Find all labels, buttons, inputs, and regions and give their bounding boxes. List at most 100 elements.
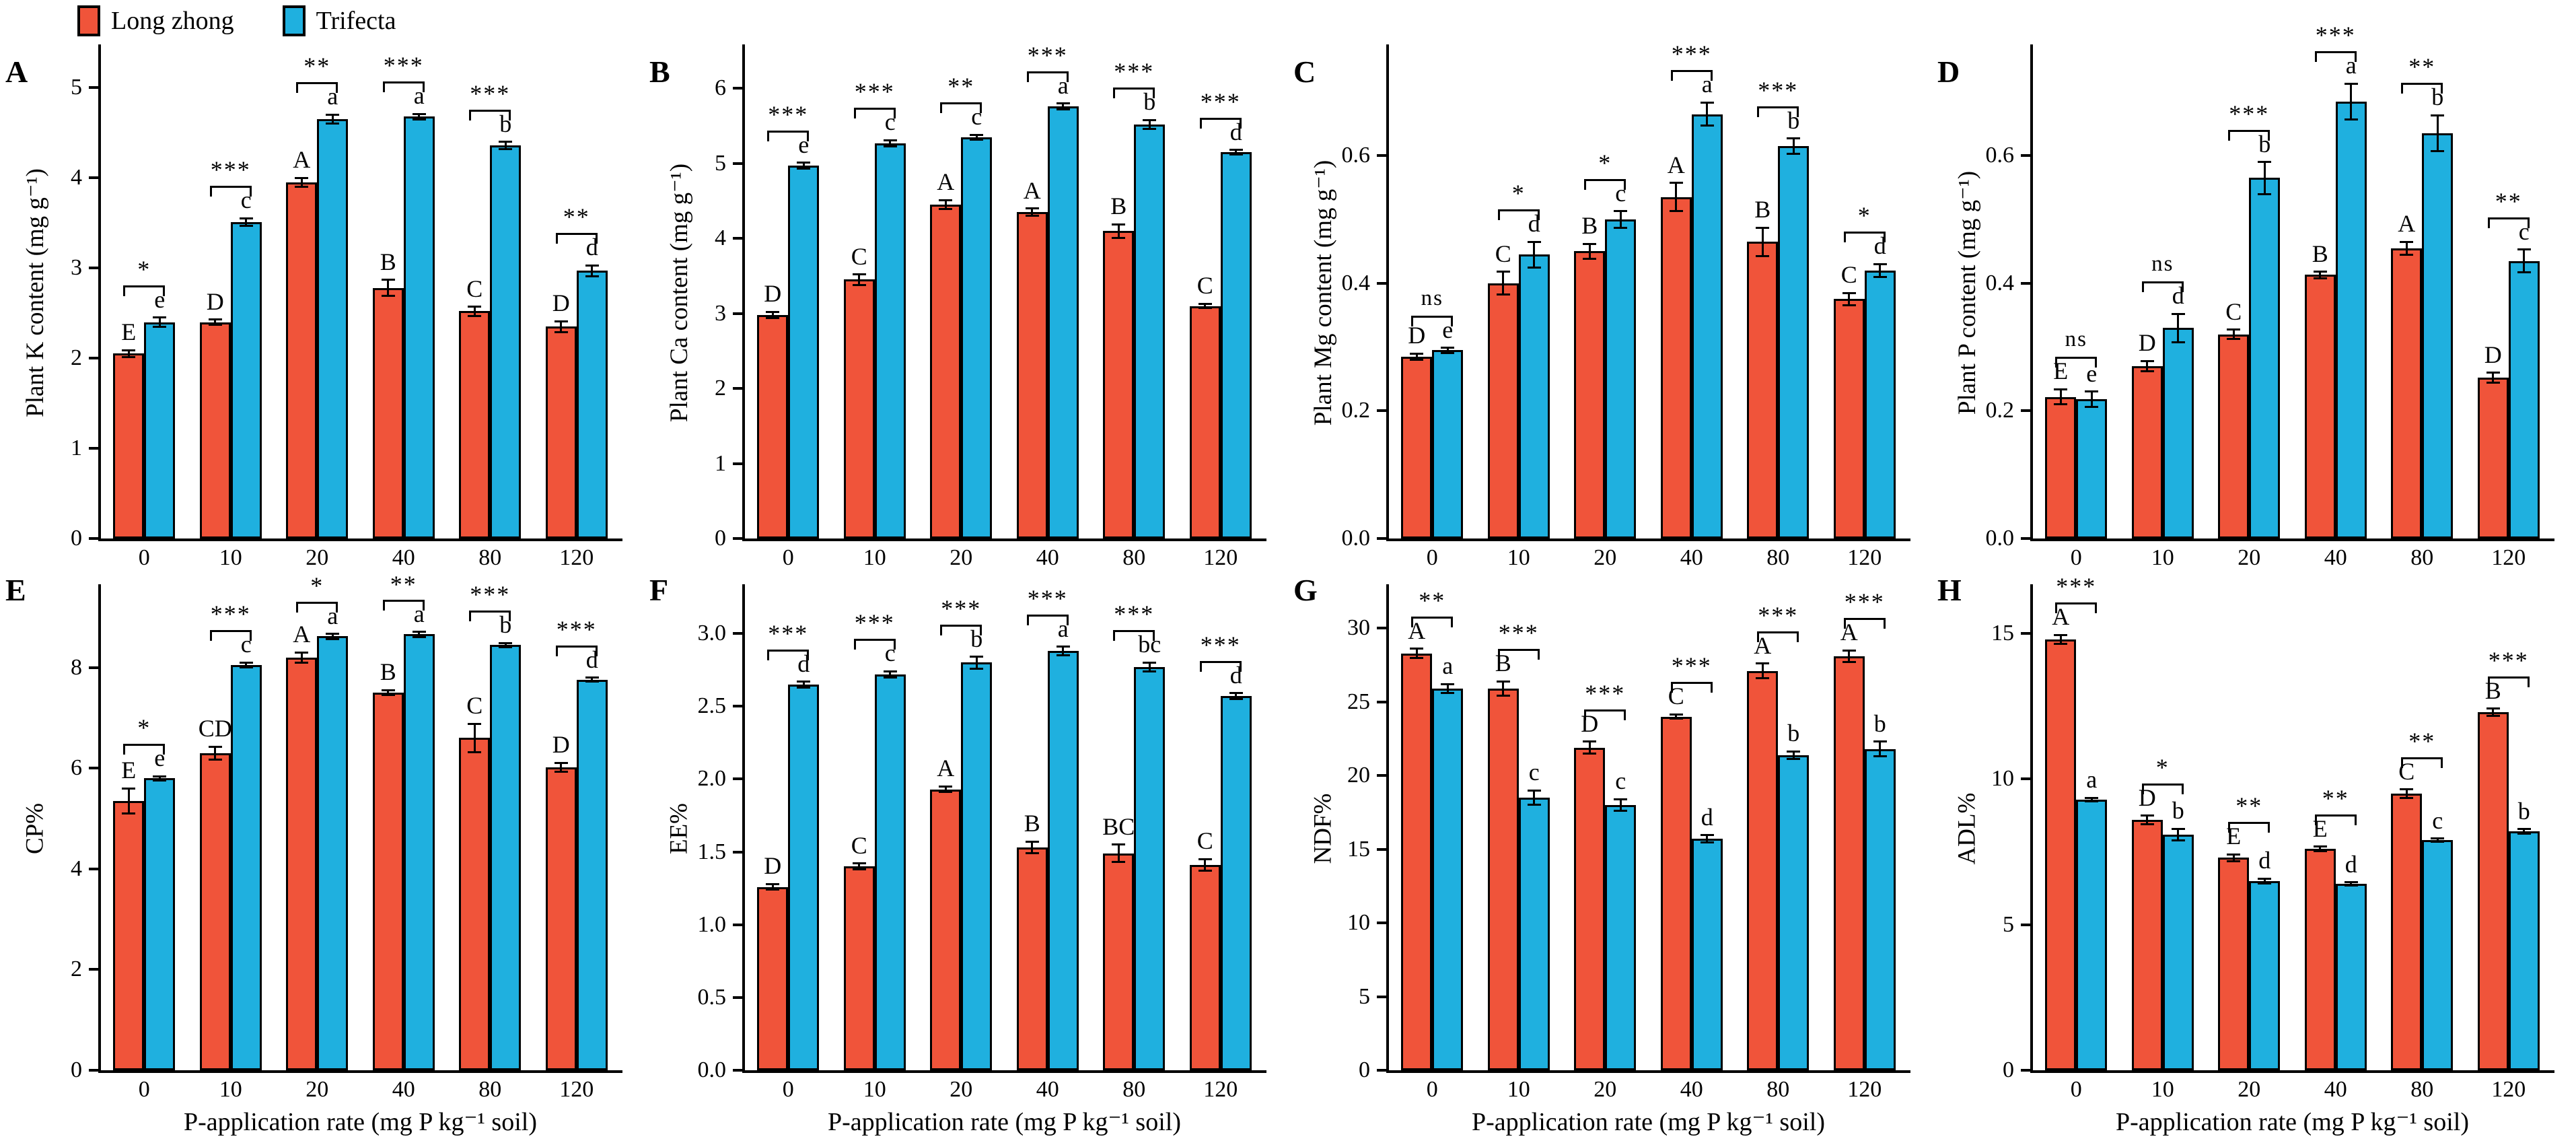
sig-marker: * [1857,202,1871,230]
error-bar-cap [412,112,426,115]
y-tick [89,267,98,270]
sig-bracket [2228,822,2270,825]
y-tick [733,850,742,854]
bar-longzhong-0 [757,314,789,538]
sig-bracket-tick [1710,682,1713,693]
error-bar [1148,120,1151,129]
bar-trifecta-40 [2335,884,2367,1070]
error-bar-cap [939,785,953,788]
y-tick-label: 4 [71,856,82,881]
sig-bracket-tick [1797,106,1799,117]
legend-label-longzhong: Long zhong [111,7,234,35]
y-tick [733,387,742,390]
error-bar-cap [2171,312,2185,315]
sig-letter: c [884,639,896,667]
error-bar [473,306,476,316]
sig-marker: *** [2315,22,2356,49]
y-tick [2021,154,2030,158]
y-tick-label: 10 [1991,766,2014,792]
y-tick [1377,537,1386,540]
sig-bracket-tick [1451,616,1454,627]
x-tick-label: 0 [2070,1077,2082,1102]
error-bar-cap [1700,841,1714,844]
bar-longzhong-10 [2131,366,2163,538]
error-bar-cap [295,661,309,664]
error-bar-cap [2054,388,2068,390]
sig-letter: A [2398,210,2416,238]
error-bar [504,141,507,149]
bar-trifecta-20 [1605,219,1637,538]
sig-bracket [1670,70,1713,73]
error-bar-cap [2486,707,2500,710]
error-bar-cap [1527,804,1541,806]
x-axis-line [1386,538,1910,541]
sig-bracket-tick [1797,631,1799,642]
error-bar-cap [1229,692,1243,695]
sig-bracket [940,102,982,105]
error-bar [418,631,421,637]
error-bar [2523,829,2526,834]
sig-bracket-tick [209,186,212,197]
error-bar-cap [970,138,984,141]
sig-letter: e [154,285,166,313]
error-bar [1062,646,1065,656]
x-tick-label: 0 [1426,545,1438,570]
error-bar [2177,314,2180,342]
x-tick-label: 120 [2491,545,2526,570]
y-tick-label: 0.4 [1985,270,2015,296]
sig-letter: a [413,600,425,627]
sig-letter: e [1442,316,1454,343]
error-bar-cap [153,775,167,777]
error-bar-cap [468,751,482,753]
error-bar [1588,741,1591,754]
bar-longzhong-120 [545,326,577,538]
sig-bracket [1843,618,1886,621]
y-tick-label: 10 [1347,910,1370,936]
error-bar-cap [939,199,953,201]
sig-bracket [1497,209,1540,212]
y-tick-label: 1 [71,436,82,461]
sig-bracket-tick [2141,783,2144,794]
sig-letter: b [499,611,512,639]
bar-longzhong-10 [2131,820,2163,1070]
error-bar-cap [1873,263,1887,265]
sig-letter: d [1229,661,1242,689]
error-bar-cap [585,275,599,277]
error-bar-cap [2344,881,2358,884]
bar-trifecta-120 [576,679,608,1070]
y-tick-label: 3 [715,300,726,326]
error-bar-cap [2431,150,2445,153]
error-bar-cap [239,666,253,669]
error-bar-cap [1873,740,1887,743]
sig-bracket-tick [2487,217,2490,228]
error-bar-cap [208,318,222,320]
sig-marker: ** [2235,792,2263,820]
sig-letter: c [2432,806,2443,834]
sig-letter: d [585,646,598,673]
y-tick [733,632,742,635]
error-bar-cap [2171,827,2185,830]
error-bar-cap [852,283,866,286]
error-bar-cap [208,759,222,761]
sig-letter: A [937,755,955,782]
error-bar [1415,648,1418,658]
error-bar-cap [2227,853,2241,856]
error-bar-cap [1527,789,1541,792]
error-bar-cap [2140,814,2154,817]
sig-letter: C [1840,261,1857,288]
error-bar-cap [554,331,568,333]
sig-bracket-tick [2228,129,2231,141]
sig-bracket [1843,232,1886,234]
y-tick [89,968,98,971]
error-bar-cap [1614,210,1628,213]
sig-bracket [1026,614,1069,617]
error-bar-cap [1614,798,1628,800]
bar-longzhong-120 [1833,656,1865,1070]
sig-bracket-tick [1066,71,1069,82]
sig-bracket-tick [1537,649,1540,660]
error-bar-cap [1496,695,1510,697]
panel-letter: H [1937,573,1962,607]
sig-marker: ** [2408,727,2436,755]
sig-letter: c [971,103,982,131]
sig-bracket-tick [1670,682,1673,693]
